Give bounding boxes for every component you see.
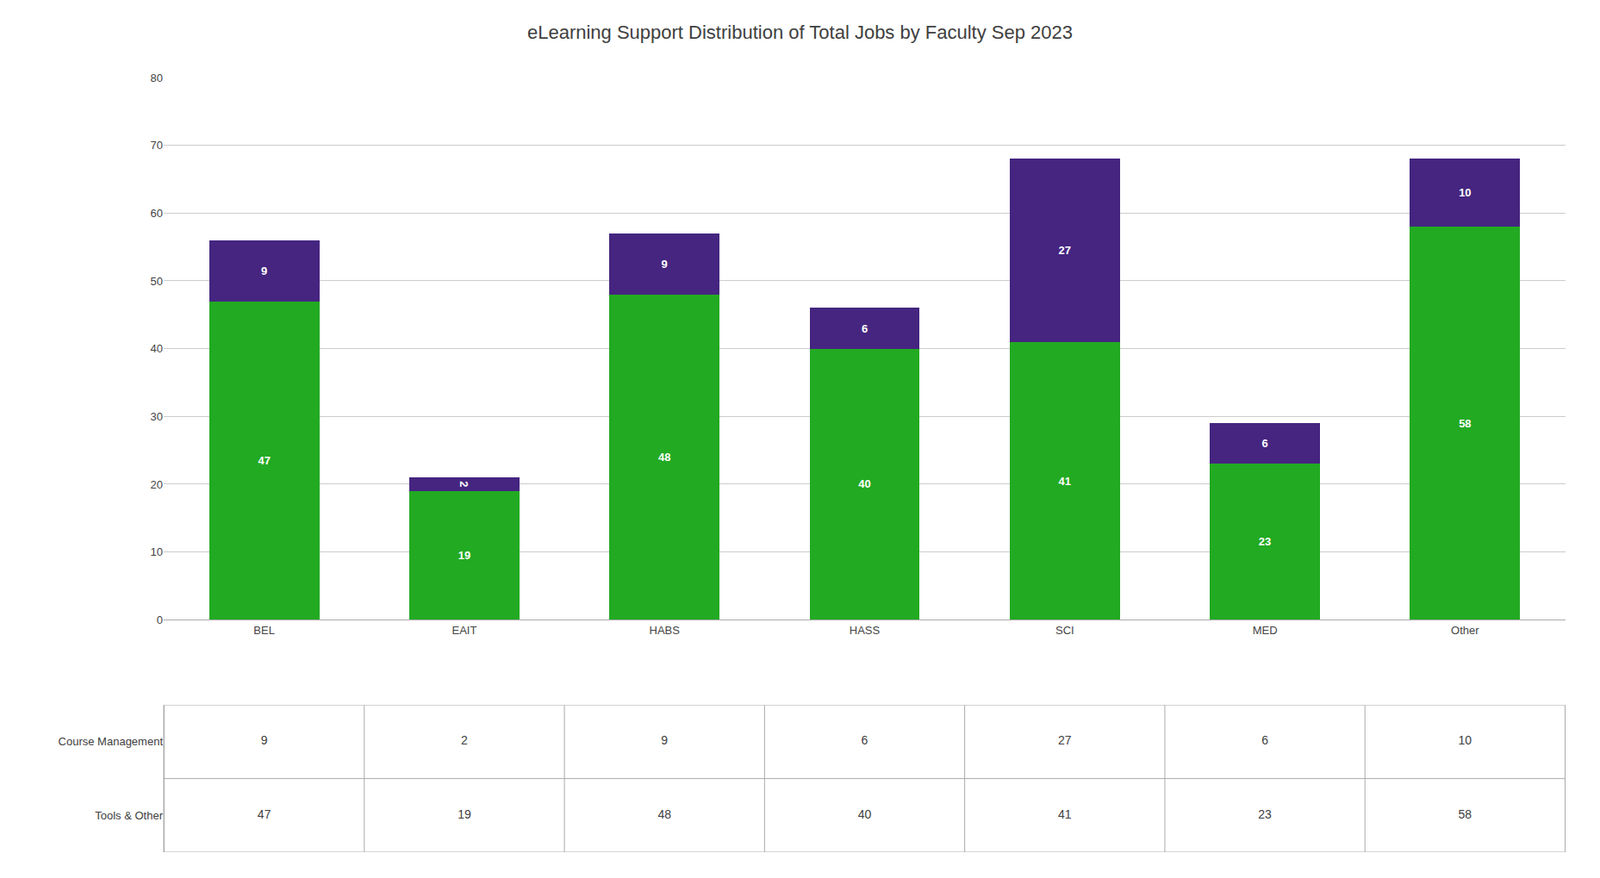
svg-text:HASS: HASS (849, 623, 881, 637)
svg-text:10: 10 (1458, 733, 1473, 748)
svg-text:41: 41 (1058, 474, 1071, 488)
svg-text:SCI: SCI (1055, 623, 1075, 637)
svg-text:MED: MED (1252, 623, 1278, 637)
svg-text:48: 48 (657, 807, 672, 822)
svg-text:EAIT: EAIT (451, 623, 477, 637)
svg-text:40: 40 (150, 342, 163, 355)
svg-text:50: 50 (150, 274, 163, 288)
svg-text:6: 6 (1261, 436, 1268, 450)
svg-text:6: 6 (861, 322, 868, 336)
svg-text:eLearning Support Distribution: eLearning Support Distribution of Total … (527, 21, 1073, 44)
svg-text:9: 9 (660, 733, 668, 748)
svg-text:20: 20 (150, 478, 163, 492)
svg-text:2: 2 (460, 733, 468, 748)
svg-text:27: 27 (1058, 243, 1071, 257)
svg-text:48: 48 (658, 450, 671, 464)
svg-text:BEL: BEL (253, 623, 275, 637)
svg-text:6: 6 (861, 733, 869, 748)
svg-text:10: 10 (150, 545, 163, 559)
svg-text:58: 58 (1458, 807, 1473, 822)
svg-text:6: 6 (1261, 733, 1269, 748)
svg-text:80: 80 (150, 71, 163, 85)
svg-text:70: 70 (150, 138, 163, 152)
svg-text:9: 9 (261, 264, 268, 278)
svg-text:58: 58 (1458, 417, 1471, 430)
svg-text:41: 41 (1058, 807, 1072, 822)
svg-text:23: 23 (1257, 807, 1272, 822)
svg-text:2: 2 (457, 480, 471, 487)
svg-text:19: 19 (458, 548, 471, 562)
svg-text:10: 10 (1458, 186, 1471, 200)
svg-text:Course Management: Course Management (58, 734, 164, 748)
svg-text:9: 9 (261, 733, 268, 748)
svg-text:19: 19 (457, 807, 472, 822)
svg-text:Tools & Other: Tools & Other (94, 809, 163, 822)
svg-text:Other: Other (1450, 623, 1480, 637)
svg-text:47: 47 (257, 454, 270, 467)
svg-text:40: 40 (858, 477, 871, 491)
svg-text:47: 47 (257, 807, 272, 822)
svg-text:9: 9 (661, 257, 668, 271)
svg-text:HABS: HABS (649, 623, 681, 637)
svg-text:23: 23 (1258, 535, 1271, 548)
svg-text:40: 40 (858, 807, 872, 822)
svg-text:30: 30 (150, 410, 163, 424)
svg-text:0: 0 (156, 613, 163, 627)
svg-text:60: 60 (150, 206, 163, 220)
svg-text:27: 27 (1058, 733, 1072, 748)
